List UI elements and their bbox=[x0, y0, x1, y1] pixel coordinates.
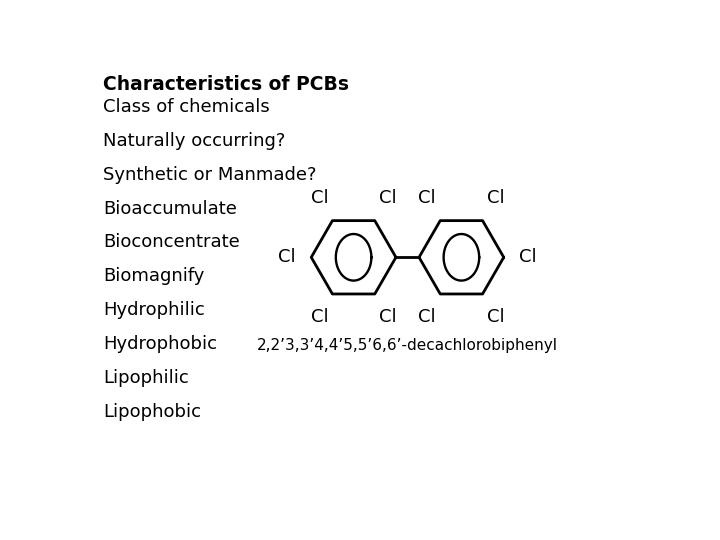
Text: Bioconcentrate: Bioconcentrate bbox=[104, 233, 240, 252]
Text: Cl: Cl bbox=[487, 189, 504, 207]
Text: Hydrophobic: Hydrophobic bbox=[104, 335, 217, 353]
Text: Lipophobic: Lipophobic bbox=[104, 403, 202, 421]
Text: Biomagnify: Biomagnify bbox=[104, 267, 204, 285]
Text: Characteristics of PCBs: Characteristics of PCBs bbox=[104, 75, 349, 94]
Text: Naturally occurring?: Naturally occurring? bbox=[104, 132, 286, 150]
Text: Cl: Cl bbox=[310, 308, 328, 326]
Text: Synthetic or Manmade?: Synthetic or Manmade? bbox=[104, 166, 317, 184]
Text: Class of chemicals: Class of chemicals bbox=[104, 98, 270, 116]
Text: Cl: Cl bbox=[279, 248, 296, 266]
Text: Cl: Cl bbox=[418, 189, 436, 207]
Text: Hydrophilic: Hydrophilic bbox=[104, 301, 205, 319]
Text: Cl: Cl bbox=[519, 248, 536, 266]
Text: Cl: Cl bbox=[310, 189, 328, 207]
Text: 2,2’3,3’4,4’5,5’6,6’-decachlorobiphenyl: 2,2’3,3’4,4’5,5’6,6’-decachlorobiphenyl bbox=[257, 338, 558, 353]
Text: Cl: Cl bbox=[487, 308, 504, 326]
Text: Cl: Cl bbox=[418, 308, 436, 326]
Text: Cl: Cl bbox=[379, 308, 397, 326]
Text: Lipophilic: Lipophilic bbox=[104, 369, 189, 387]
Text: Cl: Cl bbox=[379, 189, 397, 207]
Text: Bioaccumulate: Bioaccumulate bbox=[104, 200, 237, 218]
